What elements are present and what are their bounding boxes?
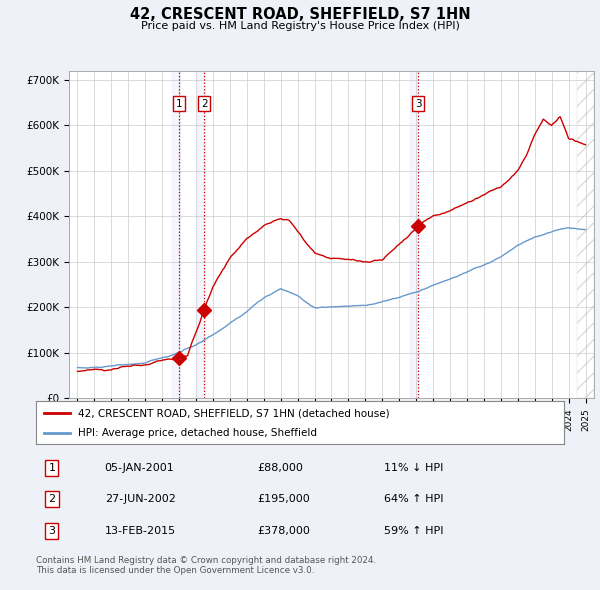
Text: 1: 1	[49, 463, 55, 473]
Bar	[197, 71, 205, 398]
Text: 2: 2	[201, 99, 208, 109]
Text: 42, CRESCENT ROAD, SHEFFIELD, S7 1HN: 42, CRESCENT ROAD, SHEFFIELD, S7 1HN	[130, 7, 470, 22]
Text: 3: 3	[415, 99, 421, 109]
Text: 42, CRESCENT ROAD, SHEFFIELD, S7 1HN (detached house): 42, CRESCENT ROAD, SHEFFIELD, S7 1HN (de…	[78, 408, 390, 418]
Text: HPI: Average price, detached house, Sheffield: HPI: Average price, detached house, Shef…	[78, 428, 317, 438]
Text: £378,000: £378,000	[258, 526, 311, 536]
Text: 13-FEB-2015: 13-FEB-2015	[104, 526, 176, 536]
Text: 2: 2	[48, 494, 55, 504]
Text: 11% ↓ HPI: 11% ↓ HPI	[385, 463, 444, 473]
Text: 05-JAN-2001: 05-JAN-2001	[104, 463, 175, 473]
Text: Price paid vs. HM Land Registry's House Price Index (HPI): Price paid vs. HM Land Registry's House …	[140, 21, 460, 31]
Text: 3: 3	[49, 526, 55, 536]
Text: £88,000: £88,000	[258, 463, 304, 473]
Bar	[172, 71, 179, 398]
Text: 27-JUN-2002: 27-JUN-2002	[104, 494, 176, 504]
Text: 1: 1	[176, 99, 182, 109]
Text: Contains HM Land Registry data © Crown copyright and database right 2024.
This d: Contains HM Land Registry data © Crown c…	[36, 556, 376, 575]
Bar	[410, 71, 418, 398]
Text: 59% ↑ HPI: 59% ↑ HPI	[385, 526, 444, 536]
Text: £195,000: £195,000	[258, 494, 311, 504]
Text: 64% ↑ HPI: 64% ↑ HPI	[385, 494, 444, 504]
